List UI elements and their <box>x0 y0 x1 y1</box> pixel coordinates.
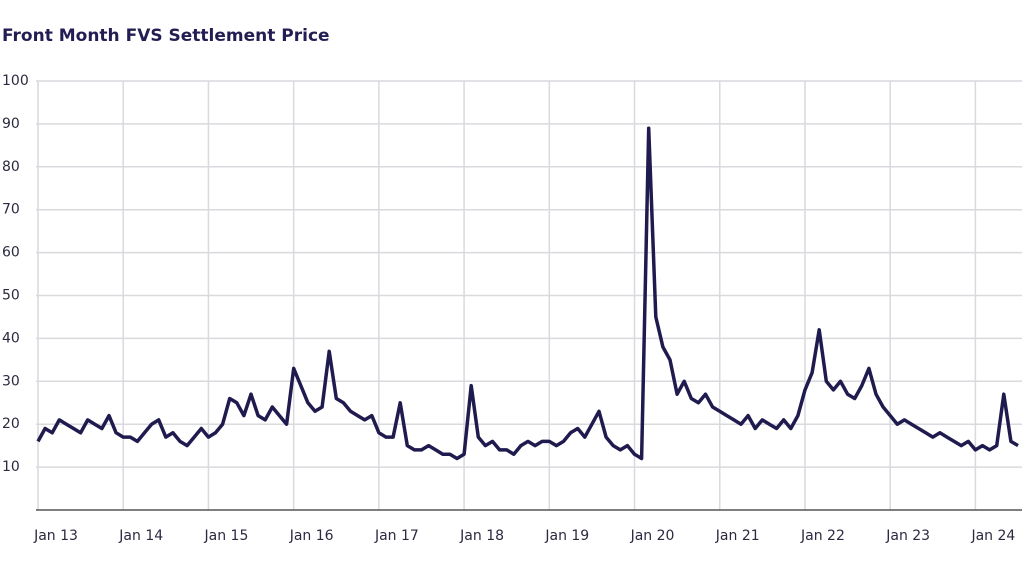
x-tick-label: Jan 20 <box>630 528 675 544</box>
y-tick-label: 90 <box>2 116 20 132</box>
x-tick-label: Jan 19 <box>544 528 589 544</box>
y-tick-label: 100 <box>2 73 29 89</box>
x-tick-label: Jan 21 <box>715 528 760 544</box>
x-tick-label: Jan 23 <box>885 528 930 544</box>
y-tick-label: 70 <box>2 202 20 218</box>
y-tick-label: 60 <box>2 245 20 261</box>
x-tick-label: Jan 13 <box>33 528 78 544</box>
y-tick-label: 10 <box>2 459 20 475</box>
x-tick-label: Jan 14 <box>118 528 163 544</box>
x-tick-label: Jan 22 <box>800 528 845 544</box>
chart-title: Front Month FVS Settlement Price <box>2 26 330 46</box>
x-tick-label: Jan 18 <box>459 528 504 544</box>
x-tick-label: Jan 24 <box>970 528 1015 544</box>
y-tick-label: 80 <box>2 159 20 175</box>
y-tick-label: 50 <box>2 288 20 304</box>
x-tick-label: Jan 15 <box>204 528 249 544</box>
x-tick-label: Jan 16 <box>289 528 334 544</box>
series-line <box>36 126 1019 461</box>
y-tick-label: 40 <box>2 330 20 346</box>
y-tick-label: 20 <box>2 416 20 432</box>
y-tick-label: 30 <box>2 373 20 389</box>
x-tick-label: Jan 17 <box>374 528 419 544</box>
